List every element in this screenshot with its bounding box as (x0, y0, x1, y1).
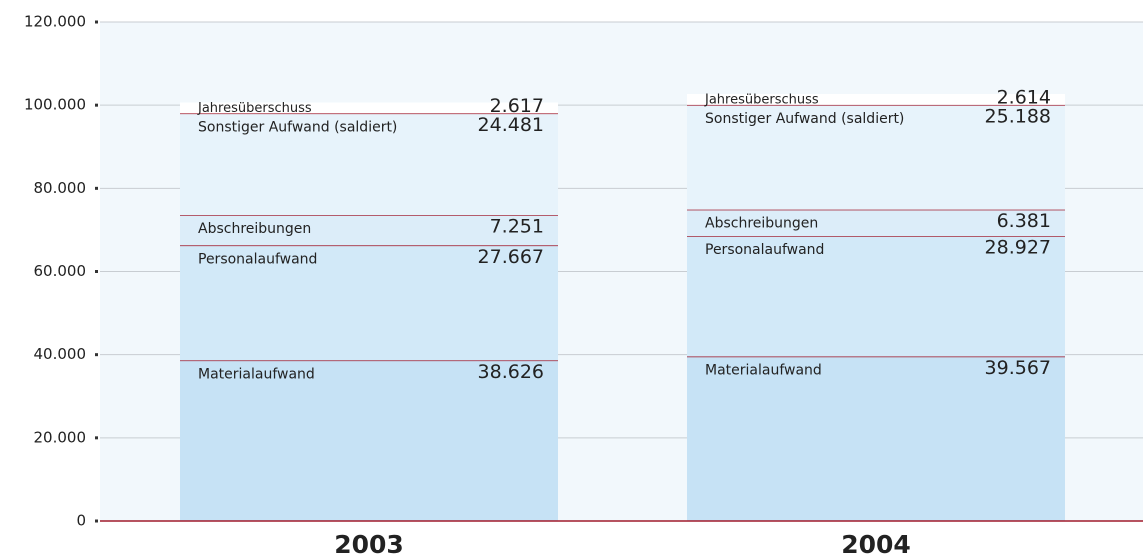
bar-segment (180, 113, 558, 216)
y-tick-label: 60.000 (34, 262, 87, 280)
y-tick-label: 80.000 (34, 179, 87, 197)
bar-segment (687, 94, 1065, 105)
bar-segment (687, 236, 1065, 357)
value-label: 27.667 (478, 246, 544, 268)
segment-label: Jahresüberschuss (197, 101, 312, 116)
segment-label: Materialaufwand (198, 366, 315, 382)
tick-mark (95, 20, 98, 24)
value-label: 2.617 (490, 95, 544, 117)
value-label: 28.927 (985, 237, 1051, 259)
tick-mark (95, 436, 98, 440)
value-label: 25.188 (985, 105, 1051, 127)
y-tick-label: 20.000 (34, 428, 87, 446)
segment-label: Materialaufwand (705, 362, 822, 378)
tick-mark (95, 103, 98, 107)
segment-label: Jahresüberschuss (704, 93, 819, 108)
segment-label: Abschreibungen (198, 221, 311, 237)
segment-label: Sonstiger Aufwand (saldiert) (705, 111, 904, 127)
y-tick-label: 0 (76, 512, 86, 530)
value-label: 2.614 (997, 87, 1051, 109)
x-tick-label: 2004 (841, 530, 911, 557)
value-label: 6.381 (997, 210, 1051, 232)
tick-mark (95, 519, 98, 523)
value-label: 7.251 (490, 216, 544, 238)
y-tick-label: 40.000 (34, 345, 87, 363)
segment-label: Sonstiger Aufwand (saldiert) (198, 119, 397, 135)
segment-label: Personalaufwand (198, 251, 317, 267)
bar-segment (180, 102, 558, 114)
value-label: 38.626 (478, 361, 544, 383)
bar-segment (687, 356, 1065, 521)
bar-segment (180, 215, 558, 246)
tick-mark (95, 270, 98, 273)
y-tick-label: 100.000 (24, 96, 86, 114)
segment-label: Abschreibungen (705, 216, 818, 232)
x-tick-label: 2003 (334, 530, 404, 557)
segment-label: Personalaufwand (705, 242, 824, 258)
y-tick-label: 120.000 (24, 13, 86, 31)
tick-mark (95, 353, 98, 357)
bar-segment (687, 104, 1065, 210)
bar-segment (180, 360, 558, 521)
value-label: 39.567 (985, 357, 1051, 379)
bar-segment (180, 245, 558, 361)
tick-mark (95, 186, 98, 190)
bar-segment (687, 209, 1065, 237)
value-label: 24.481 (478, 114, 544, 136)
